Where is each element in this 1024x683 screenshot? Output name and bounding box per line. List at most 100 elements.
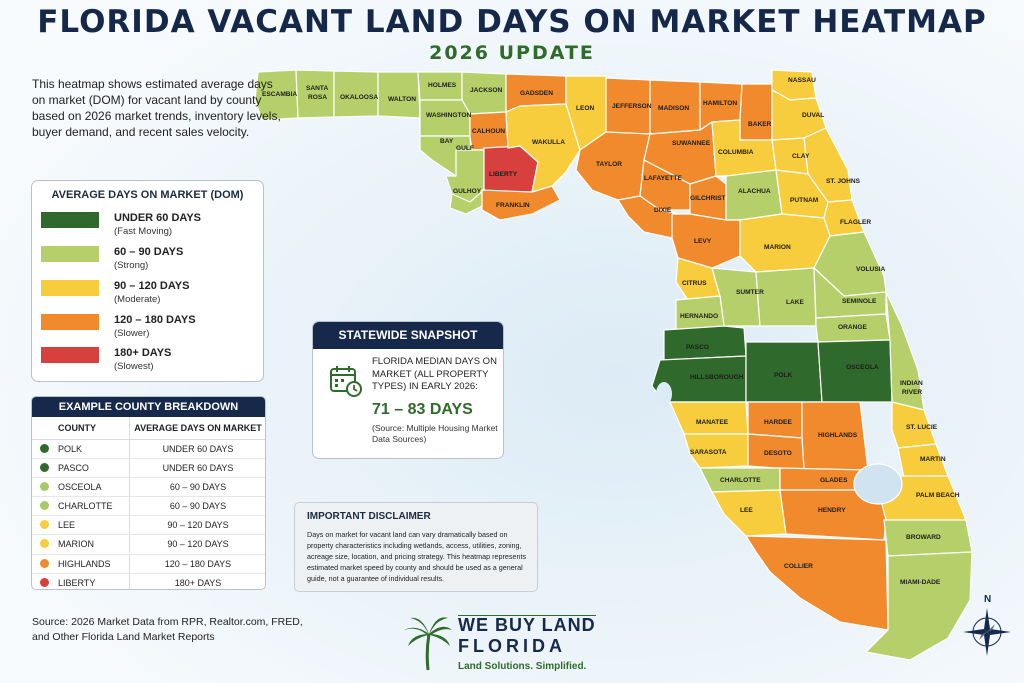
label-lake: LAKE xyxy=(786,299,805,306)
logo-tagline: Land Solutions. Simplified. xyxy=(458,661,587,672)
label-leon: LEON xyxy=(576,105,595,112)
row-county: POLK xyxy=(58,444,83,454)
county-manatee[interactable] xyxy=(669,401,749,435)
label-highlands: HIGHLANDS xyxy=(818,432,858,439)
county-sarasota[interactable] xyxy=(683,433,749,469)
row-color-dot xyxy=(40,482,49,492)
label-clay: CLAY xyxy=(792,153,810,160)
row-dom: 90 – 120 DAYS xyxy=(129,516,265,535)
county-baker[interactable] xyxy=(739,83,773,141)
label-sumter: SUMTER xyxy=(736,289,764,296)
row-color-dot xyxy=(40,463,49,473)
row-color-dot xyxy=(40,577,49,587)
county-osceola[interactable] xyxy=(817,339,893,403)
label-palm-beach: PALM BEACH xyxy=(916,492,960,499)
label-levy: LEVY xyxy=(694,238,712,245)
county-lafayette[interactable] xyxy=(639,159,691,211)
legend-sub: (Fast Moving) xyxy=(114,226,173,237)
county-pasco[interactable] xyxy=(663,325,747,361)
breakdown-title: EXAMPLE COUNTY BREAKDOWN xyxy=(32,397,265,417)
row-color-dot xyxy=(40,539,49,549)
legend-label: 90 – 120 DAYS xyxy=(114,280,190,292)
snapshot-value: 71 – 83 DAYS xyxy=(372,401,473,418)
county-lake[interactable] xyxy=(755,267,817,327)
county-lee[interactable] xyxy=(711,489,787,537)
label-citrus: CITRUS xyxy=(682,280,707,287)
legend-sub: (Slowest) xyxy=(114,361,154,372)
legend-swatch xyxy=(41,280,99,296)
label-broward: BROWARD xyxy=(906,534,941,541)
county-sumter[interactable] xyxy=(711,267,761,327)
label-gulhoy: GULHOY xyxy=(453,188,482,195)
table-row: LIBERTY 180+ DAYS xyxy=(32,573,265,589)
row-color-dot xyxy=(40,501,49,511)
county-alachua[interactable] xyxy=(725,169,783,221)
table-row: CHARLOTTE 60 – 90 DAYS xyxy=(32,497,265,517)
legend-swatch xyxy=(41,347,99,363)
table-header: COUNTY AVERAGE DAYS ON MARKET xyxy=(32,417,265,440)
label-polk: POLK xyxy=(774,372,793,379)
page-title: FLORIDA VACANT LAND DAYS ON MARKET HEATM… xyxy=(37,4,987,40)
row-county: HIGHLANDS xyxy=(58,558,111,569)
label-hendry: HENDRY xyxy=(818,507,846,514)
label-flagler: FLAGLER xyxy=(840,219,871,226)
row-county: LEE xyxy=(58,520,76,531)
label-madison: MADISON xyxy=(658,105,689,112)
label-escambia: ESCAMBIA xyxy=(262,91,297,98)
snapshot-title: STATEWIDE SNAPSHOT xyxy=(313,322,503,349)
row-color-dot xyxy=(40,520,49,530)
label-sarasota: SARASOTA xyxy=(690,449,727,456)
county-collier[interactable] xyxy=(745,535,889,631)
table-row: OSCEOLA 60 – 90 DAYS xyxy=(32,478,265,498)
label-glades: GLADES xyxy=(820,477,848,484)
label-hamilton: HAMILTON xyxy=(703,100,737,107)
label-walton: WALTON xyxy=(388,96,416,103)
logo-rule xyxy=(458,615,596,616)
label-wakulla: WAKULLA xyxy=(532,139,565,146)
logo-line-1: WE BUY LAND xyxy=(458,615,596,635)
county-escambia[interactable] xyxy=(254,69,299,121)
label-franklin: FRANKLIN xyxy=(496,202,530,209)
statewide-snapshot: STATEWIDE SNAPSHOT FLORIDA MEDIAN DAYS O… xyxy=(312,321,504,459)
row-dom: 120 – 180 DAYS xyxy=(129,554,265,573)
label-manatee: MANATEE xyxy=(696,419,729,426)
label-gulf: GULF xyxy=(456,145,474,152)
table-row: POLK UNDER 60 DAYS xyxy=(32,440,265,460)
label-putnam: PUTNAM xyxy=(790,197,819,204)
label-hillsborough: HILLSBOROUGH xyxy=(690,374,744,381)
source-note: Source: 2026 Market Data from RPR, Realt… xyxy=(32,616,303,643)
county-seminole[interactable] xyxy=(813,267,887,319)
label-holmes: HOLMES xyxy=(428,82,457,89)
county-walton[interactable] xyxy=(377,71,421,119)
county-miami-dade[interactable] xyxy=(865,551,973,661)
label-collier: COLLIER xyxy=(784,563,813,570)
label-orange: ORANGE xyxy=(838,324,868,331)
label-desoto: DESOTO xyxy=(764,450,792,457)
label-alachua: ALACHUA xyxy=(738,188,771,195)
label-taylor: TAYLOR xyxy=(596,161,622,168)
disclaimer-box: IMPORTANT DISCLAIMER Days on market for … xyxy=(294,502,538,592)
label-baker: BAKER xyxy=(748,121,772,128)
label-osceola: OSCEOLA xyxy=(846,364,879,371)
label-nassau: NASSAU xyxy=(788,77,816,84)
label-seminole: SEMINOLE xyxy=(842,298,877,305)
page-subtitle: 2026 UPDATE xyxy=(429,42,595,64)
logo-line-2: FLORIDA xyxy=(458,636,566,656)
legend-title: AVERAGE DAYS ON MARKET (DOM) xyxy=(51,189,244,201)
label-okaloosa: OKALOOSA xyxy=(340,94,378,101)
label-hardee: HARDEE xyxy=(764,419,792,426)
row-dom: 60 – 90 DAYS xyxy=(129,478,265,497)
legend-label: 60 – 90 DAYS xyxy=(114,246,184,258)
label-gadsden: GADSDEN xyxy=(520,90,553,97)
label-gilchrist: GILCHRIST xyxy=(690,195,726,202)
dom-legend: AVERAGE DAYS ON MARKET (DOM) UNDER 60 DA… xyxy=(31,180,264,382)
legend-sub: (Slower) xyxy=(114,328,150,339)
row-dom: UNDER 60 DAYS xyxy=(129,459,265,478)
label-duval: DUVAL xyxy=(802,112,824,119)
legend-swatch xyxy=(41,246,99,262)
table-row: PASCO UNDER 60 DAYS xyxy=(32,459,265,479)
intro-text: This heatmap shows estimated average day… xyxy=(32,77,281,139)
county-flagler[interactable] xyxy=(823,199,865,237)
county-breakdown-table: EXAMPLE COUNTY BREAKDOWN COUNTY AVERAGE … xyxy=(31,396,266,590)
